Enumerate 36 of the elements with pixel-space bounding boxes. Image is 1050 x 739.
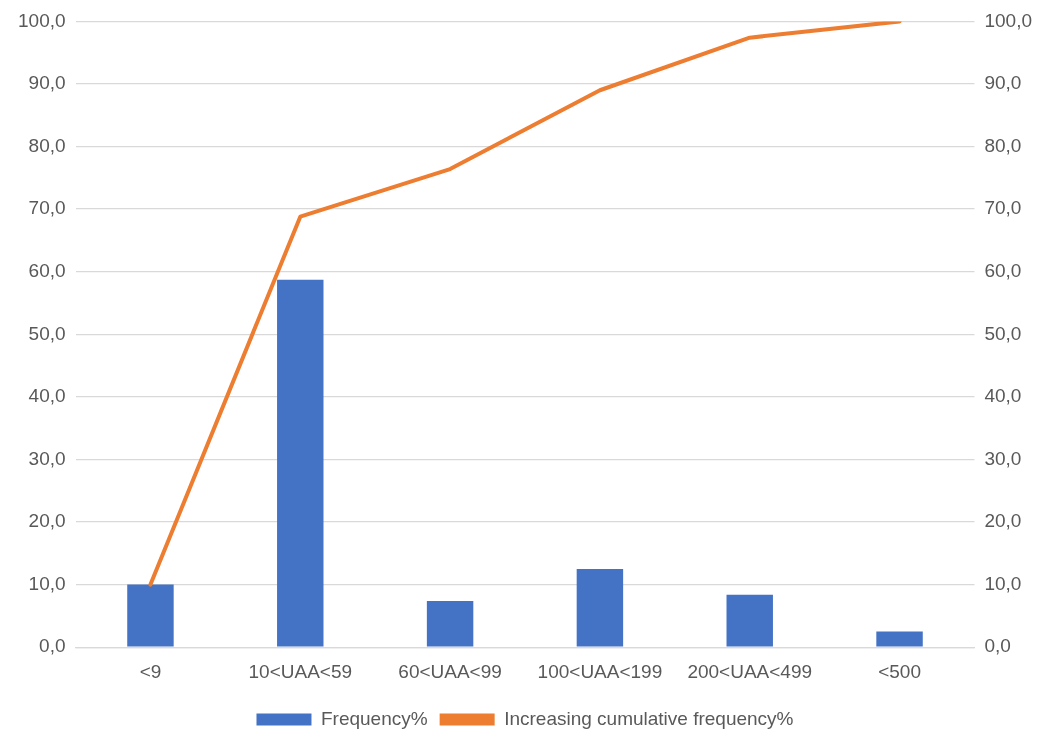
y-tick-label: 70,0 <box>28 197 66 219</box>
legend-label: Frequency% <box>320 707 428 729</box>
bar <box>726 594 773 647</box>
x-tick-label: 200<UAA<499 <box>687 660 813 682</box>
y2-tick-label: 50,0 <box>984 322 1022 344</box>
bar <box>426 600 474 647</box>
y2-tick-label: 40,0 <box>984 385 1022 407</box>
y-tick-label: 0,0 <box>39 635 66 657</box>
y2-tick-label: 60,0 <box>984 259 1022 281</box>
y2-tick-label: 70,0 <box>984 197 1022 219</box>
bar <box>127 584 174 647</box>
y-tick-label: 40,0 <box>28 385 66 407</box>
y-tick-label: 10,0 <box>28 572 66 594</box>
y2-tick-label: 10,0 <box>984 572 1022 594</box>
y-tick-label: 100,0 <box>18 9 66 31</box>
y2-tick-label: 80,0 <box>984 134 1022 156</box>
y2-tick-label: 0,0 <box>984 635 1011 657</box>
y-tick-label: 90,0 <box>28 72 66 94</box>
y2-tick-label: 90,0 <box>984 72 1022 94</box>
x-tick-label: 10<UAA<59 <box>248 660 353 682</box>
bar <box>277 279 324 647</box>
y-tick-label: 50,0 <box>28 322 66 344</box>
y-tick-label: 80,0 <box>28 134 66 156</box>
legend-label: Increasing cumulative frequency% <box>504 707 794 729</box>
y2-tick-label: 30,0 <box>984 447 1022 469</box>
bar <box>576 568 624 647</box>
y-tick-label: 60,0 <box>28 259 66 281</box>
x-tick-label: 60<UAA<99 <box>398 660 502 682</box>
y-tick-label: 30,0 <box>28 447 66 469</box>
y2-tick-label: 20,0 <box>984 510 1022 532</box>
y-tick-label: 20,0 <box>28 510 66 532</box>
y2-tick-label: 100,0 <box>984 9 1032 31</box>
x-tick-label: <9 <box>139 660 162 682</box>
bar <box>876 631 923 647</box>
x-tick-label: 100<UAA<199 <box>537 660 663 682</box>
x-tick-label: <500 <box>878 660 921 682</box>
